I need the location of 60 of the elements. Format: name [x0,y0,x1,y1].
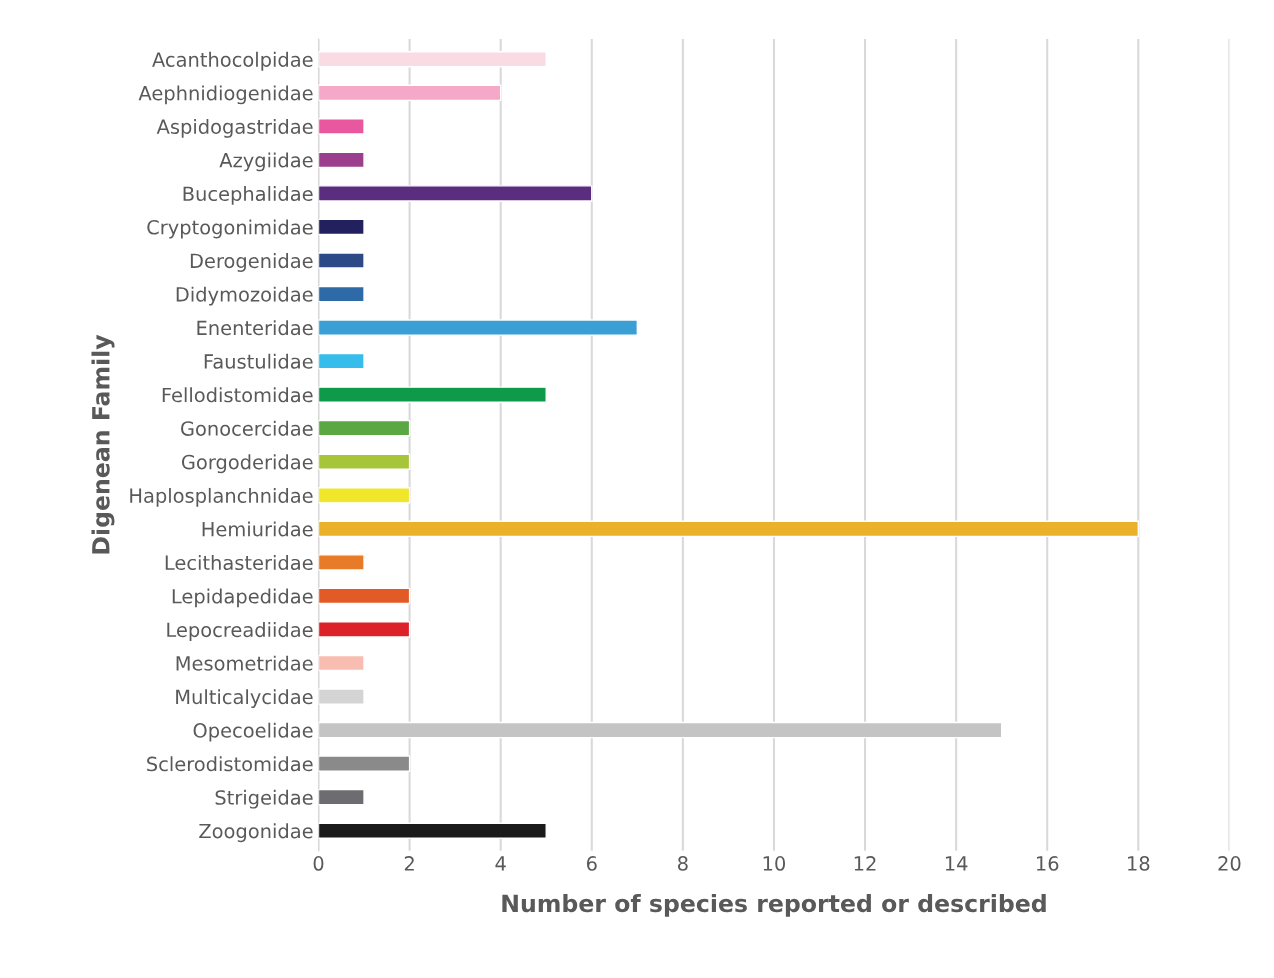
bar [318,252,365,269]
bar [318,285,365,303]
x-axis-title: Number of species reported or described [502,893,1046,917]
bar [318,654,365,672]
bar [318,621,411,638]
y-tick-label: Lepocreadiidae [167,622,313,641]
x-tick-label: 18 [1128,856,1150,871]
y-tick-label: Haplosplanchnidae [130,487,313,507]
x-tick-label: 14 [945,856,968,871]
x-tick-label: 4 [495,856,506,871]
bar [318,788,365,806]
y-tick-label: Cryptogonimidae [147,219,313,239]
y-tick-label: Aephnidiogenidae [138,85,313,105]
bar [318,118,365,135]
bar [318,520,1140,538]
y-tick-label: Didymozoidae [176,286,313,306]
x-tick-label: 6 [586,856,597,871]
y-tick-label: Lecithasteridae [165,555,313,571]
x-tick-label: 2 [404,856,414,871]
x-tick-label: 10 [763,856,786,871]
bar [318,822,547,839]
bar [318,487,411,504]
bar [318,554,365,571]
y-tick-label: Zoogonidae [199,823,313,843]
y-tick-label: Acanthocolpidae [152,51,313,71]
bar [318,755,411,772]
y-tick-label: Derogenidae [190,253,313,272]
bar [318,352,365,370]
y-tick-label: Azygiidae [219,152,313,172]
bar [318,587,411,605]
y-tick-label: Mesometridae [176,655,313,671]
y-tick-label: Enenteridae [197,320,313,336]
y-tick-label: Aspidogastridae [156,118,313,138]
x-tick-label: 8 [678,856,688,871]
bar [318,319,639,336]
bar [318,151,365,169]
x-tick-label: 12 [854,856,876,871]
bar [318,84,502,102]
y-tick-label: Lepidapedidae [172,588,313,608]
bar [318,453,411,471]
y-tick-label: Fellodistomidae [162,387,313,403]
bar [318,386,547,403]
x-tick-label: 0 [313,856,324,871]
y-tick-label: Bucephalidae [183,186,313,205]
y-tick-label: Sclerodistomidae [147,756,313,772]
bar [318,51,547,68]
bar [318,218,365,236]
bar [318,185,593,202]
y-tick-label: Multicalycidae [176,689,313,708]
y-axis-title: Digenean Family [91,334,115,554]
y-tick-label: Gonocercidae [181,420,313,436]
y-tick-label: Opecoelidae [193,722,313,742]
bar [318,721,1003,739]
y-tick-label: Faustulidae [204,353,313,369]
y-tick-label: Strigeidae [215,789,313,809]
y-tick-label: Hemiuridae [202,521,313,537]
y-tick-label: Gorgoderidae [181,454,313,474]
bar [318,419,411,437]
x-tick-label: 20 [1218,856,1241,871]
x-tick-label: 16 [1036,856,1059,871]
